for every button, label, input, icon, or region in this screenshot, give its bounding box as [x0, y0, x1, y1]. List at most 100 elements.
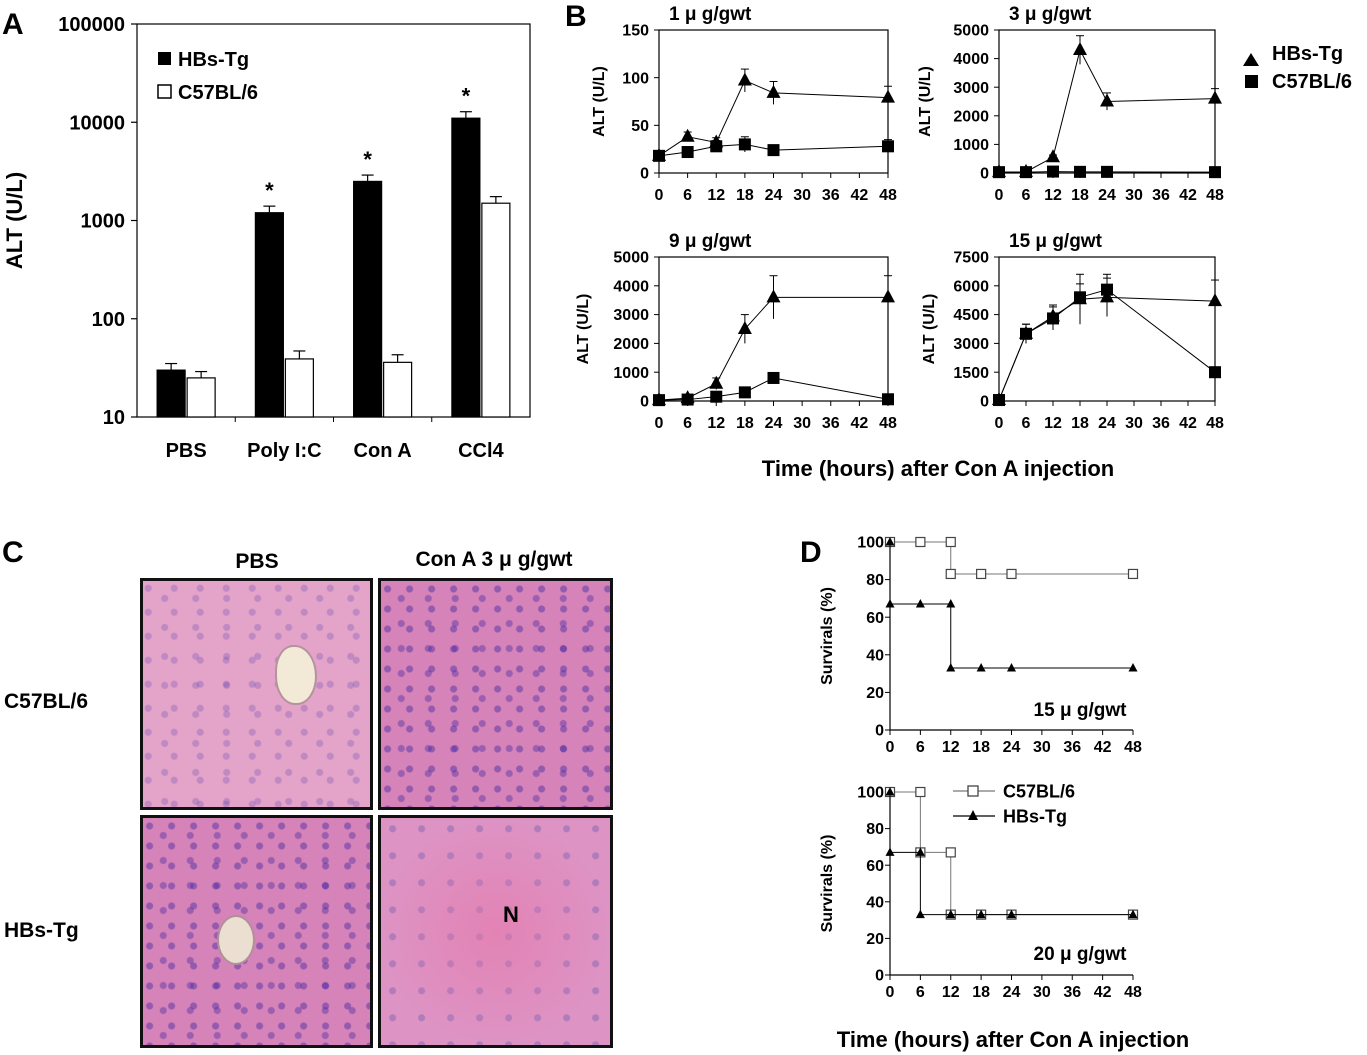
legend-marker-triangle-d	[968, 810, 978, 820]
x-tick-label: 48	[1124, 984, 1142, 1001]
data-point-triangle	[946, 662, 956, 672]
data-point-triangle	[1208, 293, 1222, 307]
x-tick-label: 18	[972, 984, 990, 1001]
histology-image-hbs-tg-cona: N	[378, 815, 613, 1048]
bar-hbstg	[254, 212, 284, 418]
x-tick-label: CCl4	[458, 440, 504, 462]
y-axis-label: ALT (U/L)	[917, 66, 934, 137]
x-tick-label: 24	[1098, 187, 1116, 204]
y-tick-label: 60	[866, 858, 884, 875]
x-tick-label: 30	[1125, 187, 1143, 204]
y-tick-label: 10000	[69, 112, 125, 134]
y-tick-label: 1000	[613, 365, 649, 382]
y-axis-label: Survirals (%)	[819, 587, 836, 685]
x-tick-label: 0	[995, 415, 1004, 432]
central-vein	[217, 915, 255, 965]
y-tick-label: 0	[980, 394, 989, 411]
data-point-square	[1047, 312, 1059, 325]
y-tick-label: 1000	[81, 211, 126, 233]
y-tick-label: 0	[640, 166, 649, 183]
data-point-triangle	[946, 599, 956, 608]
x-tick-label: 24	[1098, 415, 1116, 432]
x-tick-label: 42	[1094, 984, 1112, 1001]
bar-hbstg	[156, 369, 186, 418]
data-point-triangle	[885, 787, 895, 796]
data-point-square	[882, 393, 894, 406]
y-tick-label: 80	[866, 821, 884, 838]
series-line-hbstg	[998, 48, 1216, 173]
y-tick-label: 0	[640, 394, 649, 411]
x-tick-label: 42	[1094, 739, 1112, 756]
data-point-triangle	[915, 909, 925, 919]
data-point-triangle	[737, 72, 752, 86]
data-point-square	[1209, 166, 1221, 179]
x-tick-label: 0	[886, 984, 895, 1001]
x-tick-label: 36	[1063, 984, 1081, 1001]
data-point-open-square	[915, 536, 926, 548]
y-tick-label: 100000	[58, 14, 125, 36]
x-tick-label: Poly I:C	[247, 440, 321, 462]
necrosis-marker: N	[503, 902, 519, 927]
histology-col-header-pbs: PBS	[235, 550, 278, 573]
x-tick-label: 42	[1179, 187, 1197, 204]
data-point-triangle	[976, 909, 986, 919]
x-tick-label: 30	[1033, 739, 1051, 756]
y-tick-label: 80	[866, 572, 884, 589]
data-point-triangle	[1007, 909, 1016, 919]
x-tick-label: 36	[1063, 739, 1081, 756]
y-tick-label: 1500	[953, 365, 989, 382]
x-tick-label: 12	[942, 984, 960, 1001]
y-tick-label: 40	[866, 894, 884, 911]
significance-star: *	[462, 84, 471, 109]
data-point-open-square	[945, 847, 956, 858]
x-tick-label: 6	[683, 415, 692, 432]
x-tick-label: 30	[1125, 415, 1143, 432]
data-point-triangle	[1128, 909, 1138, 919]
panel-letter-d: D	[800, 536, 822, 569]
histology-image-c57bl6-cona	[378, 578, 613, 810]
data-point-open-square	[976, 568, 987, 580]
y-tick-label: 40	[866, 647, 884, 664]
y-tick-label: 3000	[613, 307, 649, 324]
x-tick-label: 30	[1033, 984, 1051, 1001]
chart-b4-line: 0 1500 3000 4500 6000 7500 0 6 12 18 24 30 36 42 48 15 …	[921, 231, 1224, 432]
y-tick-label: 60	[866, 610, 884, 627]
data-point-square	[993, 394, 1005, 407]
x-tick-label: 6	[1022, 187, 1031, 204]
chart-b2-line: 0 1000 2000 3000 4000 5000 0 6 12 18 24 30 36 42 48 3 μ…	[917, 4, 1224, 204]
x-tick-label: 6	[683, 187, 692, 204]
data-point-triangle	[1007, 662, 1016, 672]
significance-star: *	[265, 178, 274, 203]
y-tick-label: 2000	[953, 108, 989, 125]
legend-label-c57bl6-b: C57BL/6	[1272, 71, 1352, 93]
data-point-triangle	[766, 289, 781, 303]
x-tick-label: 12	[707, 187, 725, 204]
y-axis-label: ALT (U/L)	[921, 294, 938, 365]
data-point-triangle	[737, 321, 752, 334]
y-tick-label: 10	[103, 407, 125, 429]
bar-c57bl6	[481, 202, 511, 418]
histology-col-header-cona: Con A 3 μ g/gwt	[415, 548, 572, 571]
x-tick-label: 36	[822, 415, 840, 432]
histology-image-c57bl6-pbs	[140, 578, 373, 810]
x-tick-label: 42	[1179, 415, 1197, 432]
y-axis-label: ALT (U/L)	[2, 172, 27, 269]
y-tick-label: 20	[866, 685, 884, 702]
x-tick-label: 48	[1206, 187, 1224, 204]
panel-letter-c: C	[2, 536, 24, 569]
data-point-triangle	[1128, 662, 1138, 672]
legend-marker-square	[1245, 75, 1258, 88]
chart-a-legend: HBs-Tg C57BL/6	[157, 49, 258, 104]
dose-label: 20 μ g/gwt	[1034, 944, 1128, 965]
x-tick-label: 0	[655, 415, 664, 432]
x-tick-label: 48	[1124, 739, 1142, 756]
data-point-square	[1020, 166, 1032, 179]
data-point-square	[1074, 165, 1086, 178]
x-tick-label: 42	[850, 415, 868, 432]
x-tick-label: PBS	[166, 440, 207, 462]
x-tick-label: 0	[886, 739, 895, 756]
x-tick-label: 6	[1022, 415, 1031, 432]
y-tick-label: 5000	[613, 250, 649, 267]
data-point-triangle	[915, 599, 925, 608]
y-axis-label: ALT (U/L)	[575, 294, 592, 365]
